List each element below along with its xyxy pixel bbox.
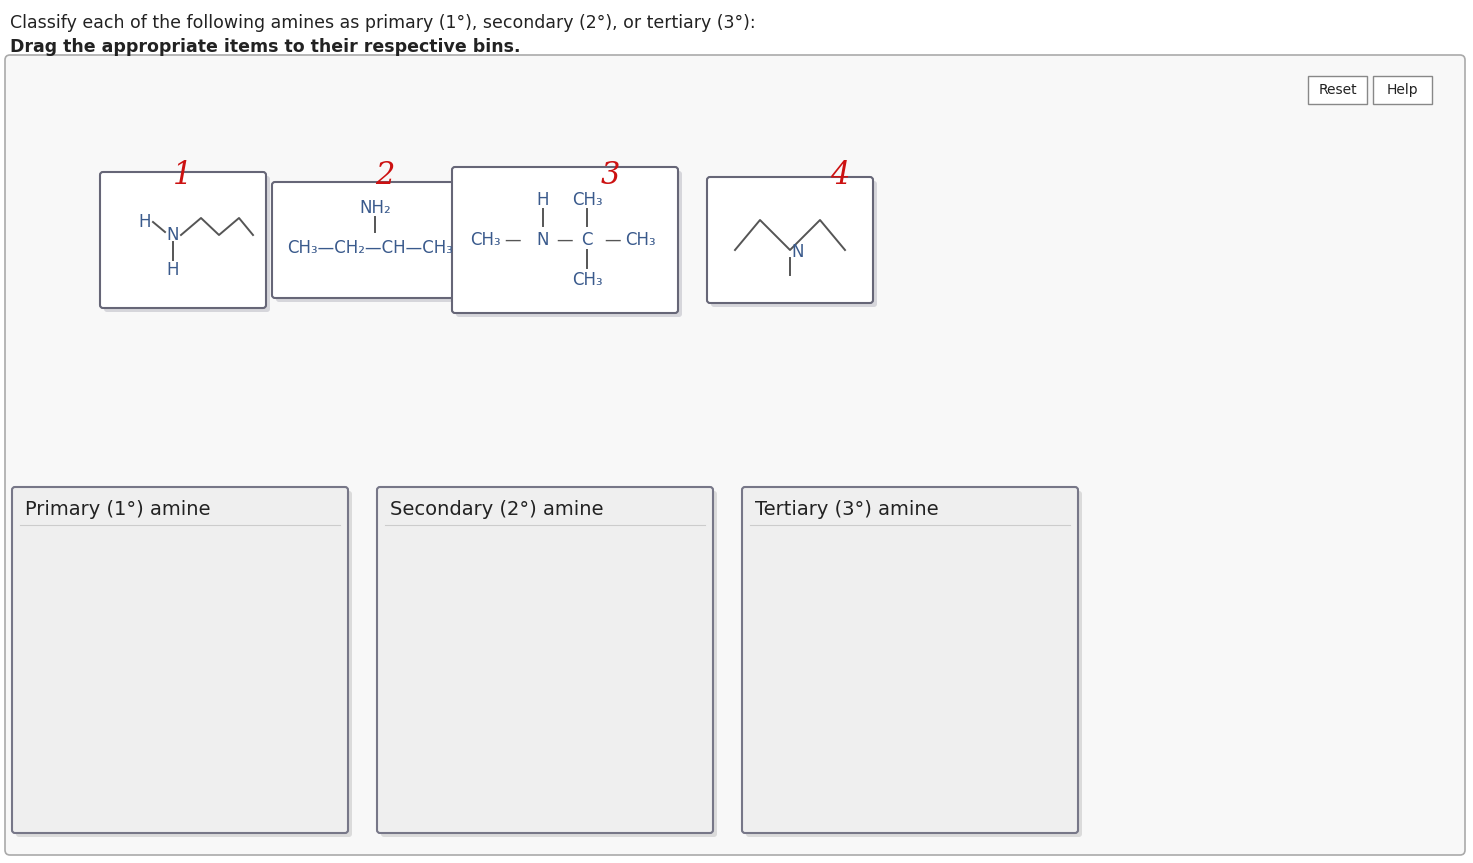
Text: 2: 2 <box>376 160 395 191</box>
Text: CH₃: CH₃ <box>470 231 501 249</box>
Text: C: C <box>582 231 592 249</box>
Text: Tertiary (3°) amine: Tertiary (3°) amine <box>756 500 938 519</box>
Text: —: — <box>557 231 573 249</box>
Text: Classify each of the following amines as primary (1°), secondary (2°), or tertia: Classify each of the following amines as… <box>10 14 756 32</box>
Text: Primary (1°) amine: Primary (1°) amine <box>25 500 211 519</box>
Text: —: — <box>605 231 622 249</box>
FancyBboxPatch shape <box>273 182 468 298</box>
FancyBboxPatch shape <box>4 55 1466 855</box>
FancyBboxPatch shape <box>745 491 1083 837</box>
FancyBboxPatch shape <box>105 176 270 312</box>
Text: CH₃: CH₃ <box>572 191 602 209</box>
Text: H: H <box>536 191 549 209</box>
FancyBboxPatch shape <box>377 487 713 833</box>
FancyBboxPatch shape <box>16 491 352 837</box>
FancyBboxPatch shape <box>100 172 267 308</box>
FancyBboxPatch shape <box>382 491 717 837</box>
Text: Reset: Reset <box>1318 83 1357 97</box>
FancyBboxPatch shape <box>275 186 471 302</box>
FancyBboxPatch shape <box>457 171 682 317</box>
FancyBboxPatch shape <box>452 167 678 313</box>
FancyBboxPatch shape <box>1308 76 1367 104</box>
Text: Drag the appropriate items to their respective bins.: Drag the appropriate items to their resp… <box>10 38 520 56</box>
FancyBboxPatch shape <box>742 487 1078 833</box>
Text: 4: 4 <box>831 160 850 191</box>
Text: NH₂: NH₂ <box>359 199 390 217</box>
Text: N: N <box>536 231 549 249</box>
FancyBboxPatch shape <box>707 177 873 303</box>
FancyBboxPatch shape <box>1373 76 1432 104</box>
FancyBboxPatch shape <box>711 181 876 307</box>
Text: H: H <box>166 261 180 279</box>
Text: N: N <box>792 243 804 261</box>
Text: H: H <box>138 213 152 231</box>
Text: CH₃: CH₃ <box>572 271 602 289</box>
FancyBboxPatch shape <box>12 487 348 833</box>
Text: CH₃: CH₃ <box>625 231 655 249</box>
Text: 3: 3 <box>601 160 620 191</box>
Text: —: — <box>505 231 521 249</box>
Text: CH₃—CH₂—CH—CH₃: CH₃—CH₂—CH—CH₃ <box>287 239 452 257</box>
Text: Help: Help <box>1386 83 1418 97</box>
Text: Secondary (2°) amine: Secondary (2°) amine <box>390 500 604 519</box>
Text: N: N <box>166 226 180 244</box>
Text: 1: 1 <box>174 160 193 191</box>
